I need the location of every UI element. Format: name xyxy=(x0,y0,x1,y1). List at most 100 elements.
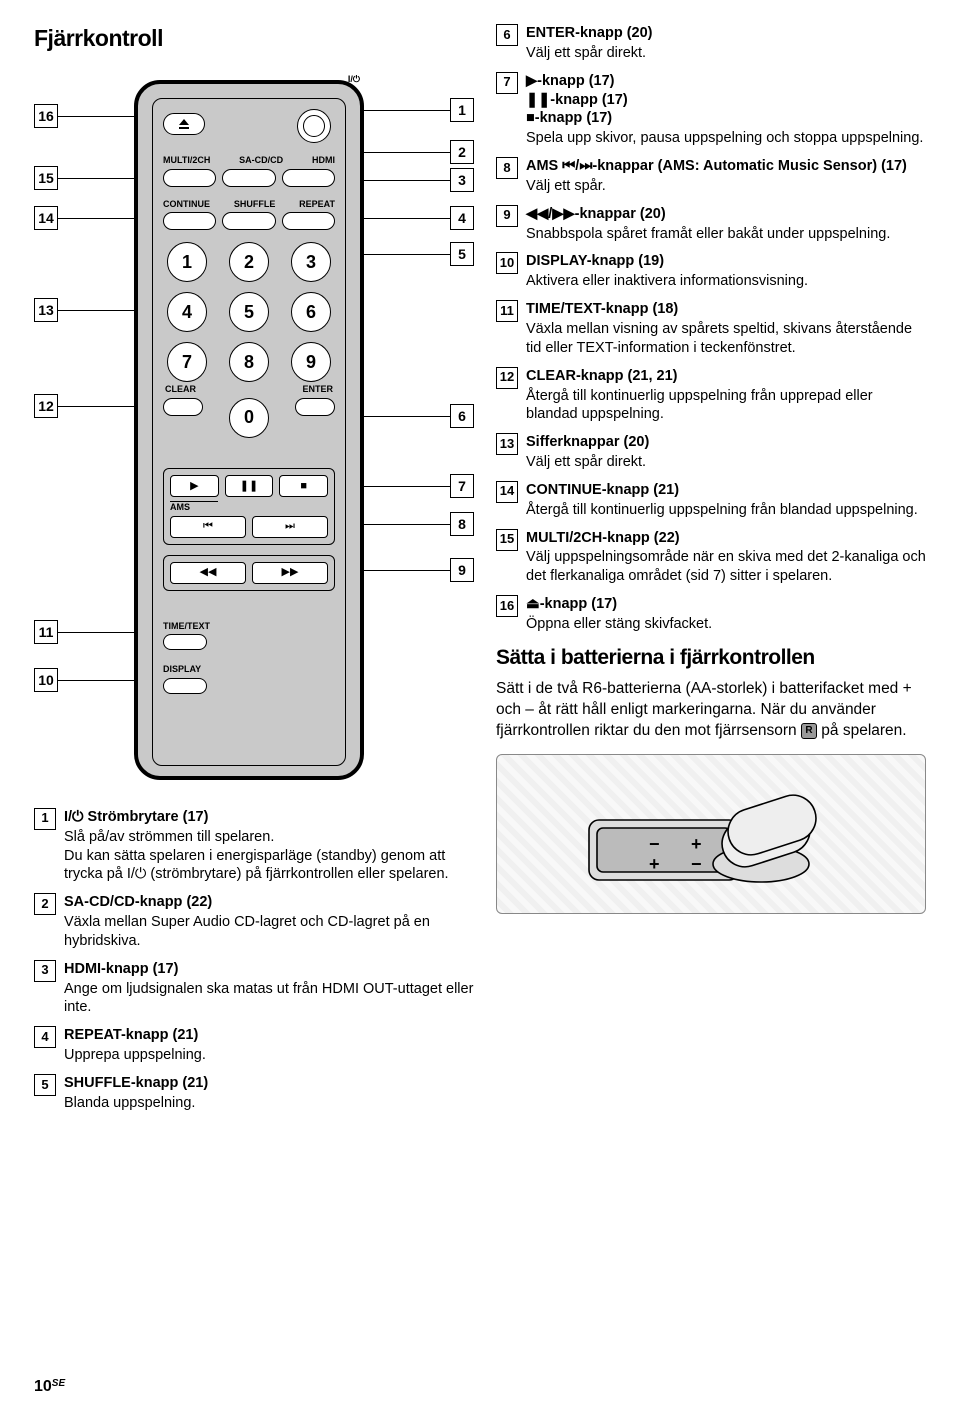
item-title: ENTER-knapp (20) xyxy=(526,24,926,43)
label: TIME/TEXT xyxy=(163,621,335,633)
clear-button[interactable] xyxy=(163,398,203,416)
prev-track-button[interactable]: ⏮ xyxy=(170,516,246,538)
item-title: TIME/TEXT-knapp (18) xyxy=(526,300,926,319)
item-title: I/⏻ Strömbrytare (17) xyxy=(64,808,474,827)
power-button[interactable] xyxy=(297,109,331,143)
item-number: 8 xyxy=(496,157,518,179)
label: SHUFFLE xyxy=(234,199,276,211)
item-desc: Välj uppspelningsområde när en skiva med… xyxy=(526,548,926,586)
list-item: 2 SA-CD/CD-knapp (22)Växla mellan Super A… xyxy=(34,893,474,951)
number-button[interactable]: 6 xyxy=(291,292,331,332)
multi2ch-button[interactable] xyxy=(163,169,216,187)
callout-num: 4 xyxy=(450,206,474,230)
item-title: CLEAR-knapp (21, 21) xyxy=(526,367,926,386)
number-button[interactable]: 1 xyxy=(167,242,207,282)
item-number: 15 xyxy=(496,529,518,551)
item-title: HDMI-knapp (17) xyxy=(64,960,474,979)
next-track-button[interactable]: ⏭ xyxy=(252,516,328,538)
repeat-button[interactable] xyxy=(282,212,335,230)
eject-button[interactable] xyxy=(163,113,205,135)
label: DISPLAY xyxy=(163,664,335,676)
shuffle-button[interactable] xyxy=(222,212,275,230)
item-title: AMS ⏮/⏭-knappar (AMS: Automatic Music Se… xyxy=(526,157,926,176)
remote-diagram: 1 2 3 4 5 6 7 8 9 16 15 14 13 12 11 xyxy=(34,68,474,798)
item-number: 13 xyxy=(496,433,518,455)
label: ENTER xyxy=(302,384,333,396)
battery-illustration: − + + − xyxy=(496,754,926,914)
pause-button[interactable]: ❚❚ xyxy=(225,475,274,497)
item-title: Sifferknappar (20) xyxy=(526,433,926,452)
item-number: 6 xyxy=(496,24,518,46)
number-button[interactable]: 7 xyxy=(167,342,207,382)
number-button[interactable]: 8 xyxy=(229,342,269,382)
hdmi-button[interactable] xyxy=(282,169,335,187)
item-desc: Växla mellan Super Audio CD-lagret och C… xyxy=(64,913,474,951)
list-item: 1I/⏻ Strömbrytare (17)Slå på/av strömmen… xyxy=(34,808,474,884)
number-button[interactable]: 5 xyxy=(229,292,269,332)
item-number: 9 xyxy=(496,205,518,227)
item-desc: Återgå till kontinuerlig uppspelning frå… xyxy=(526,501,926,520)
callout-num: 13 xyxy=(34,298,58,322)
list-item: 3HDMI-knapp (17)Ange om ljudsignalen ska… xyxy=(34,960,474,1018)
callout-num: 2 xyxy=(450,140,474,164)
list-item: 6 ENTER-knapp (20)Välj ett spår direkt. xyxy=(496,24,926,63)
item-title: DISPLAY-knapp (19) xyxy=(526,252,926,271)
svg-text:+: + xyxy=(649,854,660,874)
list-item: 12 CLEAR-knapp (21, 21)Återgå till kontin… xyxy=(496,367,926,425)
list-item: 4REPEAT-knapp (21)Upprepa uppspelning. xyxy=(34,1026,474,1065)
item-number: 14 xyxy=(496,481,518,503)
label: CLEAR xyxy=(165,384,196,396)
display-button[interactable] xyxy=(163,678,207,694)
list-item: 9◀◀/▶▶-knappar (20)Snabbspola spåret fra… xyxy=(496,205,926,244)
page-number: 10SE xyxy=(34,1377,65,1398)
item-desc: Spela upp skivor, pausa uppspelning och … xyxy=(526,129,926,148)
item-number: 12 xyxy=(496,367,518,389)
item-desc: Välj ett spår direkt. xyxy=(526,453,926,472)
fastforward-button[interactable]: ▶▶ xyxy=(252,562,328,584)
item-desc: Öppna eller stäng skivfacket. xyxy=(526,615,926,634)
item-title: ◀◀/▶▶-knappar (20) xyxy=(526,205,926,224)
item-title: ▶-knapp (17)❚❚-knapp (17)■-knapp (17) xyxy=(526,72,926,129)
label: CONTINUE xyxy=(163,199,210,211)
item-title: SA-CD/CD-knapp (22) xyxy=(64,893,474,912)
callout-num: 10 xyxy=(34,668,58,692)
list-item: 15 MULTI/2CH-knapp (22)Välj uppspelningso… xyxy=(496,529,926,587)
item-title: REPEAT-knapp (21) xyxy=(64,1026,474,1045)
callout-num: 3 xyxy=(450,168,474,192)
item-desc: Slå på/av strömmen till spelaren.Du kan … xyxy=(64,828,474,885)
item-title: CONTINUE-knapp (21) xyxy=(526,481,926,500)
list-item: 8 AMS ⏮/⏭-knappar (AMS: Automatic Music S… xyxy=(496,157,926,196)
item-desc: Upprepa uppspelning. xyxy=(64,1046,474,1065)
number-button[interactable]: 4 xyxy=(167,292,207,332)
play-button[interactable]: ▶ xyxy=(170,475,219,497)
power-symbol-label: I/⏻ xyxy=(348,74,360,86)
stop-button[interactable]: ■ xyxy=(279,475,328,497)
callout-num: 1 xyxy=(450,98,474,122)
number-button[interactable]: 3 xyxy=(291,242,331,282)
enter-button[interactable] xyxy=(295,398,335,416)
svg-text:+: + xyxy=(691,834,702,854)
number-button[interactable]: 2 xyxy=(229,242,269,282)
sacd-cd-button[interactable] xyxy=(222,169,275,187)
label: HDMI xyxy=(312,155,335,167)
body-text: Sätt i de två R6-batterierna (AA-storlek… xyxy=(496,679,926,742)
item-number: 2 xyxy=(34,893,56,915)
remote-sensor-icon: R xyxy=(801,723,817,739)
callout-num: 8 xyxy=(450,512,474,536)
timetext-button[interactable] xyxy=(163,634,207,650)
list-item: 7▶-knapp (17)❚❚-knapp (17)■-knapp (17)Sp… xyxy=(496,72,926,148)
item-desc: Återgå till kontinuerlig uppspelning frå… xyxy=(526,387,926,425)
continue-button[interactable] xyxy=(163,212,216,230)
number-button[interactable]: 9 xyxy=(291,342,331,382)
item-desc: Välj ett spår direkt. xyxy=(526,44,926,63)
rewind-button[interactable]: ◀◀ xyxy=(170,562,246,584)
number-button[interactable]: 0 xyxy=(229,398,269,438)
label: AMS xyxy=(170,501,218,514)
item-title: SHUFFLE-knapp (21) xyxy=(64,1074,474,1093)
item-desc: Välj ett spår. xyxy=(526,177,926,196)
item-number: 16 xyxy=(496,595,518,617)
callout-num: 7 xyxy=(450,474,474,498)
callout-num: 9 xyxy=(450,558,474,582)
item-title: ⏏-knapp (17) xyxy=(526,595,926,614)
item-title: MULTI/2CH-knapp (22) xyxy=(526,529,926,548)
